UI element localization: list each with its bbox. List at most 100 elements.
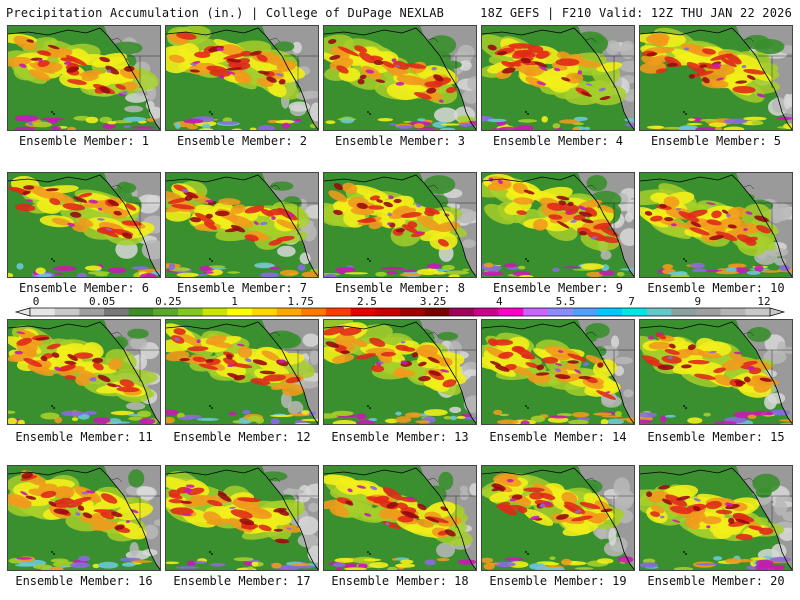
ensemble-member-label: Ensemble Member: 14 [489, 430, 627, 444]
ensemble-member-map [323, 172, 477, 278]
precip-map-image [8, 466, 160, 570]
legend-color-swatch [104, 308, 129, 316]
legend-tick-label: 3.25 [420, 296, 447, 308]
north-america-land [262, 26, 318, 130]
ensemble-member-label: Ensemble Member: 4 [492, 134, 624, 148]
ensemble-member-label: Ensemble Member: 2 [176, 134, 308, 148]
legend-color-swatch [671, 308, 697, 316]
legend-min-arrow [14, 307, 31, 317]
legend-color-swatch [597, 308, 623, 316]
precip-map-image [324, 320, 476, 424]
ensemble-member-map [639, 25, 793, 131]
ensemble-member-map [481, 319, 635, 425]
ensemble-member-label: Ensemble Member: 12 [173, 430, 311, 444]
legend-color-swatch [252, 308, 277, 316]
legend-color-swatch [720, 308, 746, 316]
legend-tick-label: 1.75 [287, 296, 314, 308]
legend-color-swatch [498, 308, 524, 316]
ensemble-member-map [481, 172, 635, 278]
precip-map-image [8, 173, 160, 277]
legend-color-swatch [646, 308, 672, 316]
ensemble-member-map [639, 172, 793, 278]
ensemble-member-map [165, 172, 319, 278]
precip-map-image [482, 173, 634, 277]
precip-map-image [324, 173, 476, 277]
precip-map-image [640, 173, 792, 277]
ensemble-member-map [323, 319, 477, 425]
legend-color-swatch [375, 308, 401, 316]
ensemble-member-map [481, 465, 635, 571]
legend-color-swatch [79, 308, 105, 316]
precip-map-image [482, 466, 634, 570]
precip-map-image [640, 26, 792, 130]
legend-max-arrow [769, 307, 786, 317]
legend-color-swatch [474, 308, 499, 316]
ensemble-member-label: Ensemble Member: 8 [334, 281, 466, 295]
legend-color-swatch [178, 308, 203, 316]
ensemble-member-label: Ensemble Member: 9 [492, 281, 624, 295]
precip-map-image [482, 320, 634, 424]
legend-color-swatch [202, 308, 228, 316]
north-america-land [262, 173, 318, 277]
ensemble-member-label: Ensemble Member: 15 [647, 430, 785, 444]
legend-tick-label: 2.5 [357, 296, 377, 308]
precip-map-image [166, 320, 318, 424]
ensemble-member-map [7, 172, 161, 278]
precip-map-image [8, 320, 160, 424]
precip-map-image [640, 466, 792, 570]
legend-color-swatch [424, 308, 450, 316]
legend-color-swatch [696, 308, 721, 316]
legend-color-swatch [227, 308, 253, 316]
legend-color-swatch [350, 308, 376, 316]
ensemble-member-label: Ensemble Member: 18 [331, 574, 469, 588]
ensemble-member-map [7, 319, 161, 425]
ensemble-member-map [165, 319, 319, 425]
legend-color-swatch [30, 308, 55, 316]
product-title: Precipitation Accumulation (in.) | Colle… [6, 6, 445, 20]
legend-tick-label: 9 [694, 296, 701, 308]
legend-color-swatch [449, 308, 475, 316]
ensemble-member-label: Ensemble Member: 20 [647, 574, 785, 588]
ensemble-member-map [165, 25, 319, 131]
ensemble-member-map [323, 25, 477, 131]
legend-color-swatch [745, 308, 771, 316]
legend-tick-label: 5.5 [556, 296, 576, 308]
legend-tick-label: 0.05 [89, 296, 116, 308]
ensemble-member-label: Ensemble Member: 7 [176, 281, 308, 295]
ensemble-member-map [7, 25, 161, 131]
north-america-land [420, 173, 476, 277]
legend-color-swatch [54, 308, 80, 316]
north-america-land [420, 320, 476, 424]
ensemble-member-map [165, 465, 319, 571]
precip-map-image [324, 26, 476, 130]
ensemble-member-label: Ensemble Member: 10 [647, 281, 785, 295]
legend-color-swatch [128, 308, 154, 316]
north-america-land [578, 320, 634, 424]
legend-tick-label: 0 [33, 296, 40, 308]
precip-map-image [482, 26, 634, 130]
precip-map-image [166, 173, 318, 277]
legend-tick-label: 12 [757, 296, 770, 308]
ensemble-member-map [639, 319, 793, 425]
legend-color-swatch [153, 308, 179, 316]
ensemble-member-label: Ensemble Member: 17 [173, 574, 311, 588]
legend-color-swatch [622, 308, 647, 316]
legend-color-swatch [301, 308, 327, 316]
precip-map-image [166, 26, 318, 130]
legend-color-swatch [523, 308, 549, 316]
legend-tick-label: 7 [628, 296, 635, 308]
ensemble-member-label: Ensemble Member: 13 [331, 430, 469, 444]
precip-map-image [324, 466, 476, 570]
ensemble-member-map [481, 25, 635, 131]
ensemble-member-label: Ensemble Member: 5 [650, 134, 782, 148]
precip-map-image [8, 26, 160, 130]
run-valid-time: 18Z GEFS | F210 Valid: 12Z THU JAN 22 20… [480, 6, 792, 20]
legend-color-swatch [400, 308, 425, 316]
legend-color-swatch [276, 308, 302, 316]
ensemble-member-map [323, 465, 477, 571]
ensemble-member-label: Ensemble Member: 19 [489, 574, 627, 588]
ensemble-member-label: Ensemble Member: 6 [18, 281, 150, 295]
ensemble-member-map [639, 465, 793, 571]
precip-map-image [166, 466, 318, 570]
precip-map-image [640, 320, 792, 424]
